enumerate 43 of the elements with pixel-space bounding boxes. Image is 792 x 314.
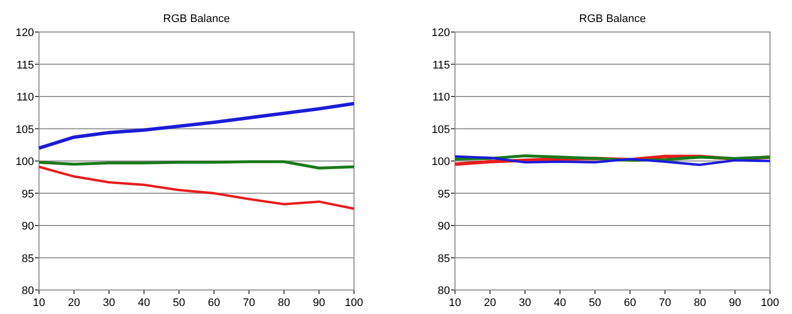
- y-tick-label: 95: [22, 188, 34, 200]
- y-tick-label: 105: [432, 124, 450, 136]
- x-tick-label: 80: [694, 297, 706, 309]
- x-tick-label: 60: [624, 297, 636, 309]
- x-tick-label: 70: [242, 297, 256, 309]
- y-tick-label: 90: [22, 220, 34, 232]
- x-tick-label: 70: [658, 297, 672, 309]
- line-series: [37, 102, 356, 150]
- y-tick-label: 95: [438, 188, 450, 200]
- line-series: [38, 166, 356, 210]
- y-tick-label: 100: [432, 156, 450, 168]
- x-tick-label: 40: [554, 297, 566, 309]
- y-tick-label: 80: [438, 285, 450, 297]
- y-tick-label: 120: [432, 27, 450, 39]
- x-tick-label: 10: [448, 297, 462, 309]
- y-tick-label: 85: [438, 252, 450, 265]
- y-tick-label: 115: [16, 59, 34, 72]
- x-tick-label: 100: [344, 297, 364, 309]
- x-tick-label: 90: [312, 297, 326, 309]
- y-tick-label: 110: [432, 92, 450, 104]
- x-tick-label: 50: [588, 297, 602, 309]
- x-tick-label: 60: [208, 297, 220, 309]
- x-tick-label: 50: [172, 297, 186, 309]
- y-tick-label: 120: [16, 27, 34, 39]
- chart-title: RGB Balance: [579, 13, 646, 25]
- y-tick-label: 85: [22, 252, 34, 265]
- x-tick-label: 20: [68, 297, 80, 309]
- x-tick-label: 10: [32, 297, 46, 309]
- x-tick-label: 30: [102, 297, 116, 309]
- x-tick-label: 40: [138, 297, 150, 309]
- x-tick-label: 20: [484, 297, 496, 309]
- x-tick-label: 30: [518, 297, 532, 309]
- y-tick-label: 105: [16, 124, 34, 136]
- x-tick-label: 90: [728, 297, 742, 309]
- y-tick-label: 90: [438, 220, 450, 232]
- y-tick-label: 80: [22, 285, 34, 297]
- chart-title: RGB Balance: [163, 13, 230, 25]
- y-tick-label: 100: [16, 156, 34, 168]
- y-tick-label: 110: [16, 92, 34, 104]
- line-series: [38, 160, 356, 170]
- x-tick-label: 80: [278, 297, 290, 309]
- y-tick-label: 115: [432, 59, 450, 72]
- x-tick-label: 100: [760, 297, 780, 309]
